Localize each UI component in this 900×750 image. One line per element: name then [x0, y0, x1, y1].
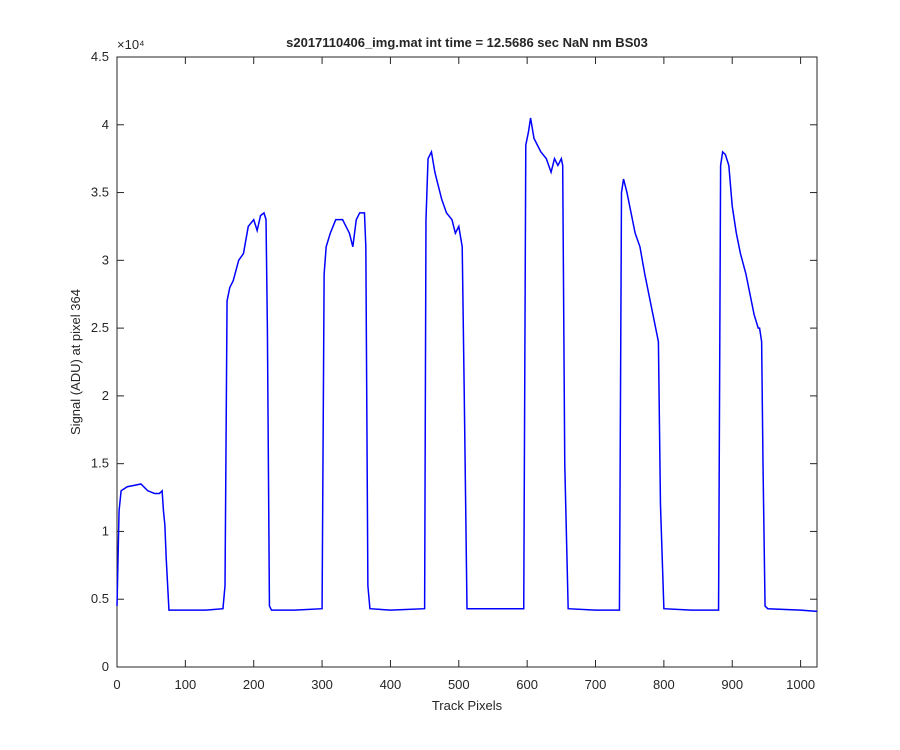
chart-title: s2017110406_img.mat int time = 12.5686 s…	[286, 35, 648, 50]
y-tick-label: 4.5	[91, 49, 109, 64]
y-tick-label: 2.5	[91, 320, 109, 335]
y-tick-label: 1	[102, 523, 109, 538]
x-tick-label: 900	[721, 677, 743, 692]
x-tick-label: 200	[243, 677, 265, 692]
x-tick-label: 300	[311, 677, 333, 692]
data-line	[116, 117, 818, 613]
y-exponent: ×10⁴	[117, 37, 145, 52]
x-tick-label: 400	[380, 677, 402, 692]
y-tick-label: 2	[102, 388, 109, 403]
x-axis-label: Track Pixels	[432, 698, 503, 713]
y-tick-label: 1.5	[91, 456, 109, 471]
y-tick-label: 3	[102, 252, 109, 267]
y-tick-label: 0.5	[91, 591, 109, 606]
y-tick-label: 0	[102, 659, 109, 674]
y-tick-label: 3.5	[91, 185, 109, 200]
x-tick-label: 700	[585, 677, 607, 692]
x-tick-label: 100	[175, 677, 197, 692]
y-axis-label: Signal (ADU) at pixel 364	[68, 289, 83, 435]
x-tick-label: 600	[516, 677, 538, 692]
y-tick-label: 4	[102, 117, 109, 132]
x-tick-label: 800	[653, 677, 675, 692]
x-tick-label: 500	[448, 677, 470, 692]
x-tick-label: 0	[113, 677, 120, 692]
x-tick-label: 1000	[786, 677, 815, 692]
